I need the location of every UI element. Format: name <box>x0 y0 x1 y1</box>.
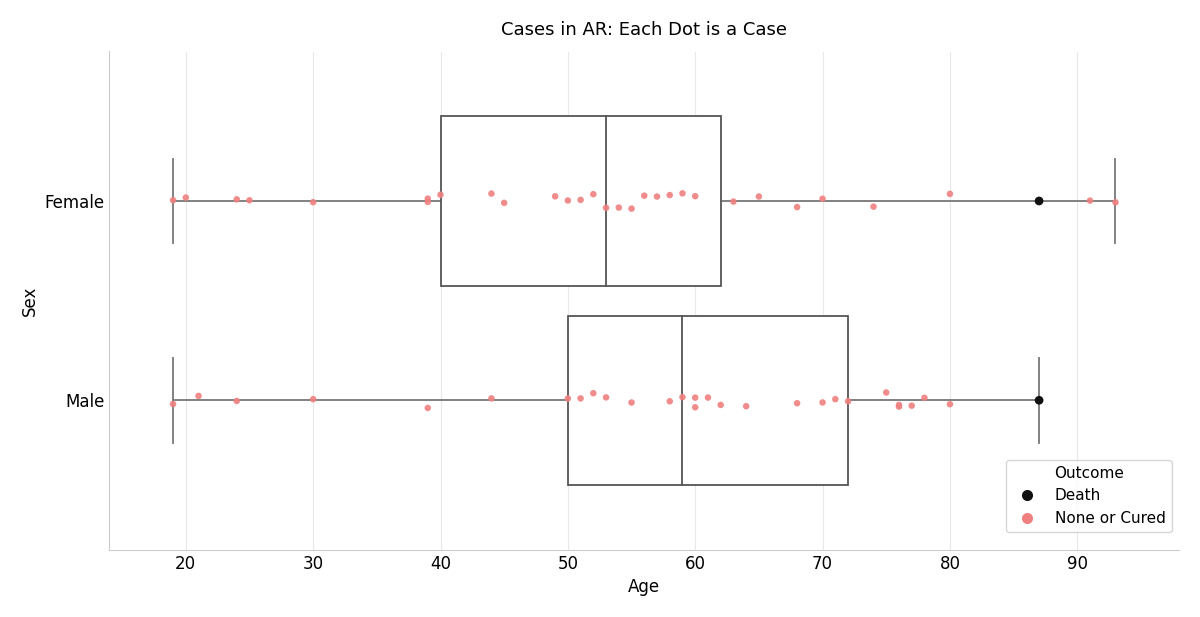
Point <box>482 189 502 199</box>
Point <box>685 392 704 402</box>
Bar <box>440 116 721 286</box>
Y-axis label: Sex: Sex <box>20 286 38 316</box>
Point <box>1106 197 1126 207</box>
Point <box>304 197 323 207</box>
Point <box>1030 395 1049 405</box>
Point <box>902 400 922 410</box>
Point <box>622 397 641 407</box>
Point <box>787 202 806 212</box>
Point <box>812 194 832 204</box>
Point <box>787 399 806 408</box>
Point <box>610 202 629 212</box>
Point <box>583 388 602 398</box>
Point <box>673 392 692 402</box>
Point <box>571 394 590 404</box>
Point <box>635 191 654 201</box>
Point <box>685 191 704 201</box>
Point <box>188 391 208 401</box>
Point <box>724 197 743 207</box>
Point <box>914 393 934 403</box>
Title: Cases in AR: Each Dot is a Case: Cases in AR: Each Dot is a Case <box>502 21 787 39</box>
Point <box>712 400 731 410</box>
Point <box>1080 196 1099 205</box>
Point <box>227 396 246 406</box>
Point <box>596 203 616 213</box>
Point <box>596 392 616 402</box>
Point <box>889 402 908 412</box>
Point <box>546 191 565 201</box>
Point <box>749 191 768 201</box>
X-axis label: Age: Age <box>629 578 660 596</box>
Point <box>176 193 196 202</box>
Point <box>698 392 718 402</box>
Point <box>571 195 590 205</box>
Point <box>227 194 246 204</box>
Point <box>558 394 577 404</box>
Point <box>660 396 679 406</box>
Point <box>889 400 908 410</box>
Point <box>418 197 437 207</box>
Point <box>1030 196 1049 206</box>
Point <box>839 396 858 406</box>
Point <box>494 198 514 208</box>
Point <box>431 190 450 200</box>
Point <box>163 399 182 409</box>
Point <box>304 394 323 404</box>
Point <box>941 189 960 199</box>
Point <box>418 403 437 413</box>
Point <box>673 188 692 198</box>
Point <box>864 202 883 212</box>
Point <box>418 194 437 204</box>
Point <box>482 394 502 404</box>
Point <box>941 399 960 409</box>
Point <box>240 196 259 205</box>
Point <box>648 192 667 202</box>
Point <box>737 401 756 411</box>
Point <box>163 195 182 205</box>
Point <box>558 196 577 205</box>
Legend: Death, None or Cured: Death, None or Cured <box>1006 460 1171 532</box>
Bar <box>568 315 848 485</box>
Point <box>583 189 602 199</box>
Point <box>685 402 704 412</box>
Point <box>826 394 845 404</box>
Point <box>812 397 832 407</box>
Point <box>660 190 679 200</box>
Point <box>622 204 641 213</box>
Point <box>877 387 896 397</box>
